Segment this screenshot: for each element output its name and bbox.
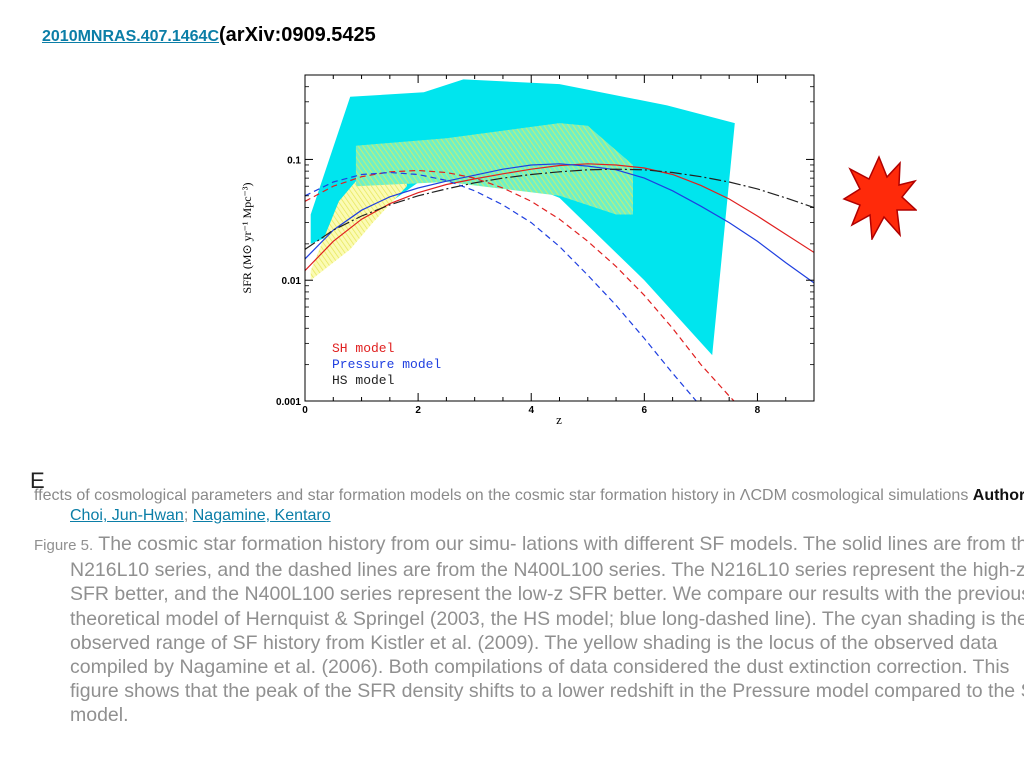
series-line-0 <box>305 163 814 272</box>
author-link-choi[interactable]: Choi, Jun-Hwan <box>70 507 184 524</box>
y-tick-label: 0.1 <box>287 155 301 166</box>
y-axis-label: SFR (M⊙ yr⁻¹ Mpc⁻³) <box>240 183 254 294</box>
paper-title-line: ffects of cosmological parameters and st… <box>34 486 1024 526</box>
header: 2010MNRAS.407.1464C(arXiv:0909.5425 <box>42 24 376 47</box>
x-tick-label: 2 <box>415 405 421 416</box>
series-line-3 <box>305 169 735 401</box>
red-starburst-icon <box>842 155 917 240</box>
y-tick-label: 0.001 <box>276 397 301 408</box>
figure-label: Figure 5. <box>34 537 94 554</box>
yellow-observed-band <box>310 171 407 281</box>
x-tick-label: 8 <box>755 405 761 416</box>
arxiv-id: (arXiv:0909.5425 <box>219 24 376 46</box>
series-line-2 <box>305 168 814 250</box>
x-tick-label: 6 <box>642 405 648 416</box>
figure-caption-text: The cosmic star formation history from o… <box>70 533 1024 727</box>
series-line-1 <box>305 163 814 284</box>
figure-caption: Figure 5. The cosmic star formation hist… <box>34 532 1024 728</box>
authors-label: Authors: <box>972 487 1024 504</box>
bibcode-link[interactable]: 2010MNRAS.407.1464C <box>42 28 219 45</box>
x-tick-label: 4 <box>528 405 534 416</box>
author-link-nagamine[interactable]: Nagamine, Kentaro <box>192 507 331 524</box>
paper-title: ffects of cosmological parameters and st… <box>34 487 969 504</box>
legend-entry: Pressure model <box>332 357 441 372</box>
caption-dropcap: E <box>30 468 45 493</box>
author-separator: ; <box>183 507 189 524</box>
green-overlap-band <box>355 123 633 215</box>
series-line-4 <box>305 171 698 401</box>
x-tick-label: 0 <box>302 405 308 416</box>
legend-entry: HS model <box>332 373 395 388</box>
legend-entry: SH model <box>332 341 395 356</box>
x-axis-label: z <box>556 412 562 427</box>
y-tick-label: 0.01 <box>282 276 302 287</box>
